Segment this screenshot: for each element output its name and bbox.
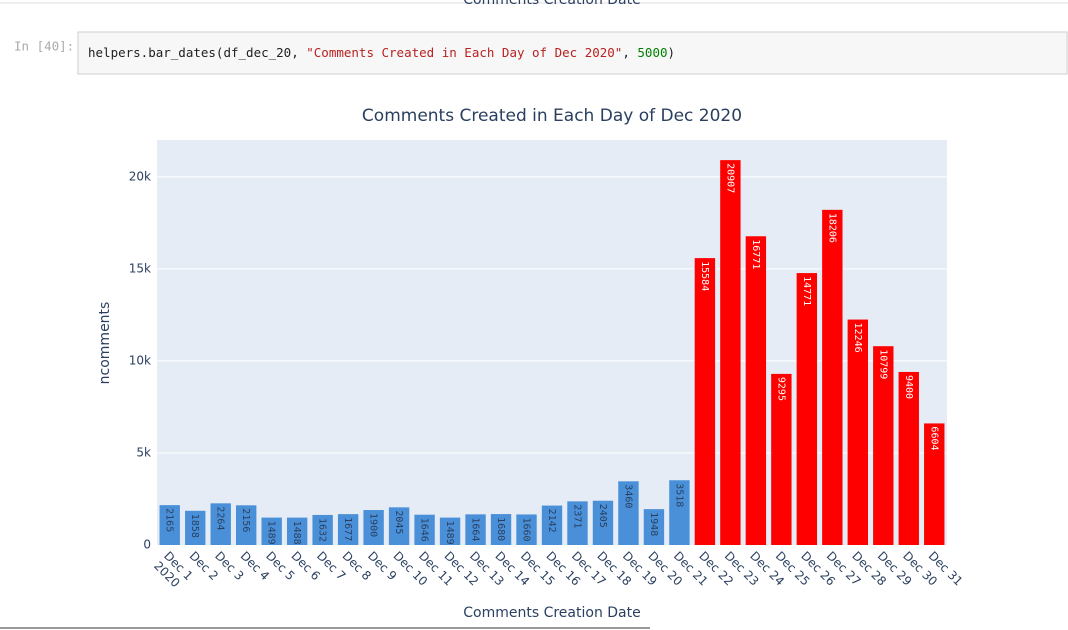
- code-token: ): [668, 45, 676, 60]
- bar: [312, 514, 333, 545]
- bar: [822, 209, 843, 545]
- bar: [694, 258, 716, 545]
- value-label: 1489: [266, 521, 277, 545]
- value-label: 9400: [903, 375, 914, 399]
- bar: [720, 160, 741, 545]
- bar: [337, 514, 359, 545]
- bar: [159, 505, 180, 545]
- value-label: 1489: [444, 521, 455, 545]
- value-label: 10799: [877, 349, 888, 379]
- bar: [465, 514, 486, 545]
- bar: [643, 509, 665, 545]
- bar: [669, 480, 690, 545]
- y-tick-label: 5k: [136, 445, 151, 459]
- value-label: 9295: [775, 377, 786, 401]
- bar: [388, 507, 410, 545]
- cell-prompt: In [40]:: [14, 39, 74, 54]
- bar: [185, 510, 206, 545]
- code-token: "Comments Created in Each Day of Dec 202…: [306, 45, 622, 60]
- value-label: 2156: [240, 508, 251, 532]
- value-label: 1677: [342, 517, 353, 541]
- value-label: 3460: [622, 484, 633, 508]
- bar: [847, 319, 868, 545]
- value-label: 1900: [368, 513, 379, 537]
- bar: [873, 346, 894, 545]
- value-label: 15584: [699, 261, 710, 291]
- value-label: 6604: [928, 426, 939, 450]
- value-label: 20907: [724, 163, 735, 193]
- value-label: 2371: [571, 504, 582, 528]
- value-label: 16771: [750, 239, 761, 269]
- value-label: 1680: [495, 517, 506, 541]
- y-tick-label: 15k: [129, 261, 151, 275]
- value-label: 3518: [673, 483, 684, 507]
- value-label: 2264: [215, 506, 226, 530]
- value-label: 2142: [546, 509, 557, 533]
- code-cell[interactable]: [77, 31, 1068, 75]
- value-label: 2165: [164, 508, 175, 532]
- bar: [286, 517, 308, 545]
- y-tick-label: 20k: [129, 169, 151, 183]
- value-label: 14771: [801, 276, 812, 306]
- bar: [414, 514, 435, 545]
- bar: [567, 501, 588, 545]
- bar: [771, 373, 792, 545]
- value-label: 1646: [419, 518, 430, 542]
- code-line: helpers.bar_dates(df_dec_20, "Comments C…: [88, 45, 675, 60]
- code-token: ,: [622, 45, 637, 60]
- bar: [745, 236, 767, 545]
- bar: [516, 514, 537, 545]
- value-label: 1632: [317, 518, 328, 542]
- previous-x-title: Comments Creation Date: [463, 0, 640, 8]
- x-axis-title: Comments Creation Date: [463, 605, 640, 621]
- bar: [490, 514, 512, 545]
- bar: [592, 500, 614, 545]
- value-label: 2045: [393, 510, 404, 534]
- bar: [210, 503, 231, 545]
- bar: [236, 505, 257, 545]
- bar: [796, 273, 818, 545]
- bar: [898, 371, 919, 545]
- y-axis-title: ncomments: [97, 302, 113, 385]
- value-label: 1660: [521, 517, 532, 541]
- bar: [363, 510, 384, 545]
- value-label: 18206: [826, 213, 837, 243]
- code-token: 5000: [637, 45, 667, 60]
- bar: [261, 517, 282, 545]
- value-label: 1488: [291, 521, 302, 545]
- bar: [541, 505, 563, 545]
- value-label: 2405: [597, 504, 608, 528]
- bar: [924, 423, 945, 545]
- bar: [618, 481, 639, 545]
- value-label: 12246: [852, 323, 863, 353]
- value-label: 1858: [189, 514, 200, 538]
- y-tick-label: 10k: [129, 353, 151, 367]
- value-label: 1664: [470, 517, 481, 541]
- bar: [439, 517, 461, 545]
- chart-title: Comments Created in Each Day of Dec 2020: [362, 106, 742, 126]
- value-label: 1948: [648, 512, 659, 536]
- code-token: helpers.bar_dates(df_dec_20,: [88, 45, 306, 60]
- y-tick-label: 0: [143, 538, 151, 552]
